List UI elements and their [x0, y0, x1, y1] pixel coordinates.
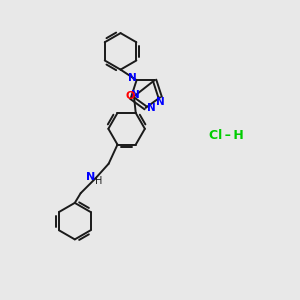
Text: O: O — [125, 92, 134, 101]
Text: H: H — [95, 176, 103, 186]
Text: N: N — [86, 172, 95, 182]
Text: N: N — [156, 97, 165, 107]
Text: N: N — [128, 73, 137, 83]
Text: N: N — [146, 103, 155, 113]
Text: N: N — [131, 90, 140, 100]
Text: Cl – H: Cl – H — [209, 129, 244, 142]
